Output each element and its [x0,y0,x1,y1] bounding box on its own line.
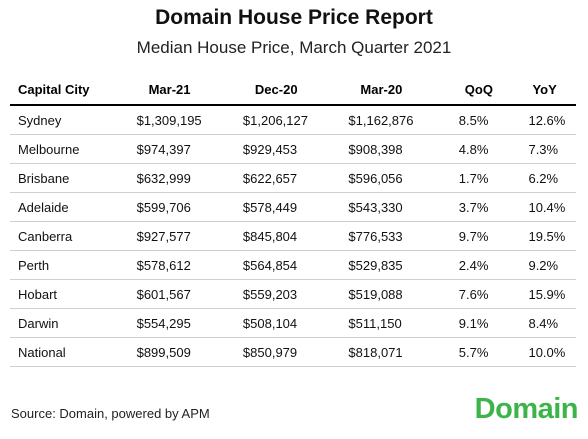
cell-yoy: 12.6% [528,105,576,135]
cell-dec-20: $929,453 [242,134,349,164]
table-row: Darwin $554,295 $508,104 $511,150 9.1% 8… [10,308,576,338]
cell-yoy: 9.2% [528,250,576,280]
cell-yoy: 8.4% [528,308,576,338]
cell-mar-20: $818,071 [348,337,459,367]
cell-dec-20: $845,804 [242,221,349,251]
cell-qoq: 2.4% [458,250,529,280]
cell-mar-20: $596,056 [348,163,459,193]
report-title: Domain House Price Report [155,6,433,29]
cell-qoq: 5.7% [458,337,529,367]
cell-yoy: 15.9% [528,279,576,309]
cell-dec-20: $559,203 [242,279,349,309]
cell-yoy: 7.3% [528,134,576,164]
price-table: Capital City Mar-21 Dec-20 Mar-20 QoQ Yo… [10,74,576,367]
table-row: Perth $578,612 $564,854 $529,835 2.4% 9.… [10,250,576,280]
table-row: National $899,509 $850,979 $818,071 5.7%… [10,337,576,367]
table-row: Brisbane $632,999 $622,657 $596,056 1.7%… [10,163,576,193]
cell-yoy: 6.2% [528,163,576,193]
cell-qoq: 7.6% [458,279,529,309]
cell-dec-20: $850,979 [242,337,349,367]
table-row: Hobart $601,567 $559,203 $519,088 7.6% 1… [10,279,576,309]
cell-qoq: 9.7% [458,221,529,251]
cell-city: Darwin [10,308,137,338]
header-yoy: YoY [528,74,576,106]
cell-mar-20: $776,533 [348,221,459,251]
cell-city: Hobart [10,279,137,309]
header-mar-20: Mar-20 [348,74,459,106]
cell-qoq: 9.1% [458,308,529,338]
cell-mar-21: $578,612 [136,250,243,280]
cell-qoq: 3.7% [458,192,529,222]
cell-mar-20: $908,398 [348,134,459,164]
table-row: Melbourne $974,397 $929,453 $908,398 4.8… [10,134,576,164]
report-subtitle: Median House Price, March Quarter 2021 [136,38,452,57]
header-mar-21: Mar-21 [136,74,243,106]
cell-dec-20: $564,854 [242,250,349,280]
table-row: Canberra $927,577 $845,804 $776,533 9.7%… [10,221,576,251]
cell-mar-20: $543,330 [348,192,459,222]
cell-mar-21: $599,706 [136,192,243,222]
table-row: Sydney $1,309,195 $1,206,127 $1,162,876 … [10,105,576,135]
cell-yoy: 10.4% [528,192,576,222]
cell-mar-21: $601,567 [136,279,243,309]
cell-city: Brisbane [10,163,137,193]
cell-dec-20: $508,104 [242,308,349,338]
cell-mar-21: $1,309,195 [136,105,243,135]
cell-mar-21: $554,295 [136,308,243,338]
cell-mar-20: $1,162,876 [348,105,459,135]
cell-dec-20: $622,657 [242,163,349,193]
cell-mar-20: $529,835 [348,250,459,280]
cell-qoq: 1.7% [458,163,529,193]
cell-yoy: 10.0% [528,337,576,367]
table-row: Adelaide $599,706 $578,449 $543,330 3.7%… [10,192,576,222]
domain-logo: Domain [474,393,579,425]
header-qoq: QoQ [458,74,529,106]
table-header-row: Capital City Mar-21 Dec-20 Mar-20 QoQ Yo… [10,74,576,106]
cell-city: Perth [10,250,137,280]
cell-mar-21: $632,999 [136,163,243,193]
cell-city: Adelaide [10,192,137,222]
cell-dec-20: $1,206,127 [242,105,349,135]
cell-mar-21: $927,577 [136,221,243,251]
source-note: Source: Domain, powered by APM [11,406,210,421]
cell-qoq: 8.5% [458,105,529,135]
cell-city: Melbourne [10,134,137,164]
cell-city: Canberra [10,221,137,251]
cell-mar-20: $511,150 [348,308,459,338]
cell-city: National [10,337,137,367]
header-capital-city: Capital City [10,74,137,106]
cell-mar-21: $899,509 [136,337,243,367]
cell-city: Sydney [10,105,137,135]
cell-mar-20: $519,088 [348,279,459,309]
cell-yoy: 19.5% [528,221,576,251]
header-dec-20: Dec-20 [242,74,349,106]
cell-mar-21: $974,397 [136,134,243,164]
cell-qoq: 4.8% [458,134,529,164]
cell-dec-20: $578,449 [242,192,349,222]
